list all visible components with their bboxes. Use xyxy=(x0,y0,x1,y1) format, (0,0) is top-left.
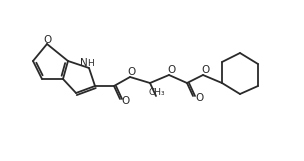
Text: O: O xyxy=(122,96,130,106)
Text: O: O xyxy=(195,93,203,103)
Text: O: O xyxy=(201,65,209,75)
Text: O: O xyxy=(128,67,136,77)
Text: N: N xyxy=(80,58,88,68)
Text: CH₃: CH₃ xyxy=(149,87,165,96)
Text: O: O xyxy=(167,65,175,75)
Text: O: O xyxy=(44,35,52,45)
Text: H: H xyxy=(87,58,93,67)
